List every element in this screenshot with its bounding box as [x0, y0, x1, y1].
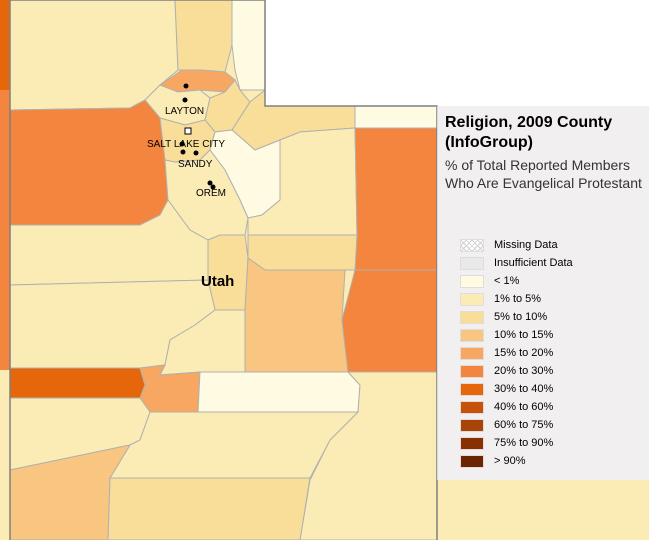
- legend-item: < 1%: [460, 272, 573, 290]
- legend-label: 40% to 60%: [494, 401, 554, 413]
- legend-label: Missing Data: [494, 239, 558, 251]
- legend-label: 20% to 30%: [494, 365, 554, 377]
- county-kane: [107, 477, 311, 540]
- legend-label: 5% to 10%: [494, 311, 548, 323]
- legend-swatch: [460, 238, 484, 252]
- legend-label: < 1%: [494, 275, 520, 287]
- county-beaver: [9, 367, 146, 399]
- legend-label: 10% to 15%: [494, 329, 554, 341]
- state-label: Utah: [201, 273, 234, 290]
- legend-item: 60% to 75%: [460, 416, 573, 434]
- legend-swatch: [460, 256, 484, 270]
- legend-swatch: [460, 400, 484, 414]
- legend-item: Insufficient Data: [460, 254, 573, 272]
- city-label-sandy: SANDY: [178, 159, 213, 170]
- legend-subtitle: % of Total Reported Members Who Are Evan…: [445, 157, 642, 191]
- nevada-edge-county: [0, 0, 10, 370]
- county-grand: [341, 269, 438, 373]
- city-dot-west-valley: [180, 149, 186, 155]
- county-wayne: [197, 371, 361, 413]
- legend-label: > 90%: [494, 455, 526, 467]
- city-dot-sandy: [193, 150, 199, 156]
- utah-counties: [9, 0, 438, 540]
- legend-label: 15% to 20%: [494, 347, 554, 359]
- city-label-layton: LAYTON: [165, 106, 204, 117]
- legend-item: 40% to 60%: [460, 398, 573, 416]
- legend-swatch: [460, 328, 484, 342]
- legend-item: 75% to 90%: [460, 434, 573, 452]
- city-label-orem: OREM: [196, 188, 226, 199]
- legend-item: 1% to 5%: [460, 290, 573, 308]
- county-rich: [231, 0, 266, 91]
- legend-item: 20% to 30%: [460, 362, 573, 380]
- city-dot-provo: [207, 180, 213, 186]
- county-cache: [174, 0, 233, 73]
- legend-title: Religion, 2009 County (InfoGroup): [445, 114, 613, 151]
- nevada-edge-county-north: [0, 0, 10, 90]
- city-dot-orem: [210, 184, 216, 190]
- city-dot-ogden: [183, 83, 189, 89]
- city-markers: LAYTON SALT LAKE CITY SANDY OREM: [147, 83, 226, 199]
- legend-swatch: [460, 346, 484, 360]
- legend-label: 60% to 75%: [494, 419, 554, 431]
- legend-label: Insufficient Data: [494, 257, 573, 269]
- wyoming-blank-area: [265, 0, 649, 106]
- capital-marker: [184, 127, 192, 135]
- legend-items: Missing Data Insufficient Data < 1% 1% to 5…: [460, 236, 573, 470]
- legend-item: 30% to 40%: [460, 380, 573, 398]
- legend-swatch: [460, 418, 484, 432]
- legend-swatch: [460, 382, 484, 396]
- map-legend: Religion, 2009 County (InfoGroup) % of T…: [437, 106, 649, 480]
- legend-swatch: [460, 454, 484, 468]
- county-tooele: [9, 99, 169, 226]
- county-emery: [244, 257, 349, 373]
- legend-swatch: [460, 436, 484, 450]
- legend-item: > 90%: [460, 452, 573, 470]
- county-carbon: [247, 234, 358, 271]
- city-label-salt-lake-city: SALT LAKE CITY: [147, 139, 225, 150]
- legend-swatch: [460, 274, 484, 288]
- legend-item: 5% to 10%: [460, 308, 573, 326]
- legend-label: 1% to 5%: [494, 293, 542, 305]
- city-dot-salt-lake-city: [179, 141, 185, 147]
- legend-item: 15% to 20%: [460, 344, 573, 362]
- county-uintah: [354, 127, 438, 271]
- legend-item: Missing Data: [460, 236, 573, 254]
- legend-swatch: [460, 364, 484, 378]
- legend-swatch: [460, 310, 484, 324]
- arizona-region: [438, 480, 649, 540]
- legend-label: 75% to 90%: [494, 437, 554, 449]
- county-daggett: [354, 105, 438, 129]
- legend-label: 30% to 40%: [494, 383, 554, 395]
- legend-swatch: [460, 292, 484, 306]
- legend-item: 10% to 15%: [460, 326, 573, 344]
- city-dot-layton: [182, 97, 188, 103]
